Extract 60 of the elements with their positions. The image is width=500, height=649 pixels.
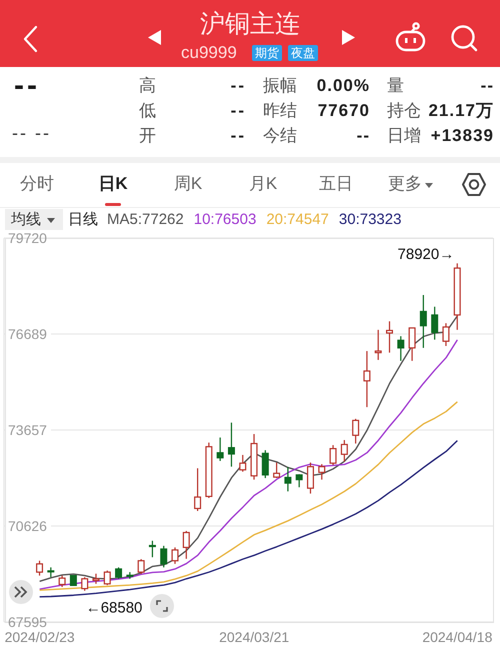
annotation: ←68580 (86, 599, 142, 616)
y-tick-label: 79720 (8, 230, 48, 246)
text: -- (356, 126, 370, 146)
candlestick (374, 329, 382, 361)
text: 昨结 (263, 101, 297, 121)
text: -- (480, 76, 494, 96)
text: 20:74547 (266, 210, 329, 230)
text: +13839 (430, 126, 494, 146)
text: -- (230, 126, 246, 146)
text: 周K (172, 174, 204, 194)
candlestick (318, 464, 326, 480)
candlestick (363, 350, 370, 408)
candlestick (47, 566, 54, 578)
text: 日增 (387, 126, 421, 146)
x-tick-label: 2024/02/23 (4, 629, 75, 645)
text: 月K (248, 174, 278, 194)
annotation: 78920→ (398, 246, 454, 263)
text: 0.00% (316, 76, 370, 96)
text: 分时 (19, 174, 55, 194)
candlestick (340, 439, 348, 462)
text: 夜盘 (288, 45, 318, 61)
text: 21.17万 (428, 101, 494, 121)
text: 更多 (387, 174, 423, 194)
candlestick (397, 336, 404, 362)
candlestick (216, 436, 224, 462)
text: 量 (387, 76, 404, 96)
text: 开 (139, 126, 156, 146)
candlestick (420, 294, 427, 348)
text: -- -- (12, 123, 51, 143)
y-tick-label: 67595 (8, 614, 48, 630)
text: 振幅 (263, 76, 297, 96)
text: MA5:77262 (107, 210, 184, 230)
chart-subtitle: cu9999 (181, 43, 237, 63)
text: 30:73323 (338, 210, 402, 230)
text: 日线 (68, 210, 98, 230)
text: -- (14, 69, 40, 102)
text: 低 (139, 101, 156, 121)
candlestick (262, 450, 269, 479)
y-tick-label: 73657 (8, 422, 48, 438)
candlestick (454, 262, 461, 330)
text: -- (230, 76, 246, 96)
x-tick-label: 2024/04/18 (422, 629, 493, 645)
candlestick (431, 306, 438, 340)
text: 77670 (318, 101, 370, 121)
chart-title: 沪铜主连 (200, 10, 300, 38)
candlestick (160, 545, 168, 568)
candlestick (228, 422, 235, 468)
y-tick-label: 76689 (8, 326, 48, 342)
text: 日K (97, 174, 129, 194)
text: 今结 (263, 126, 297, 146)
text: 期货 (252, 45, 282, 61)
text: -- (230, 101, 246, 121)
text: 均线 (11, 210, 41, 230)
candlestick (386, 320, 394, 354)
text: 持仓 (387, 101, 421, 121)
y-tick-label: 70626 (8, 518, 48, 534)
text: 高 (139, 76, 156, 96)
text: 10:76503 (194, 210, 256, 230)
text: 五日 (318, 174, 354, 194)
x-tick-label: 2024/03/21 (219, 629, 290, 645)
